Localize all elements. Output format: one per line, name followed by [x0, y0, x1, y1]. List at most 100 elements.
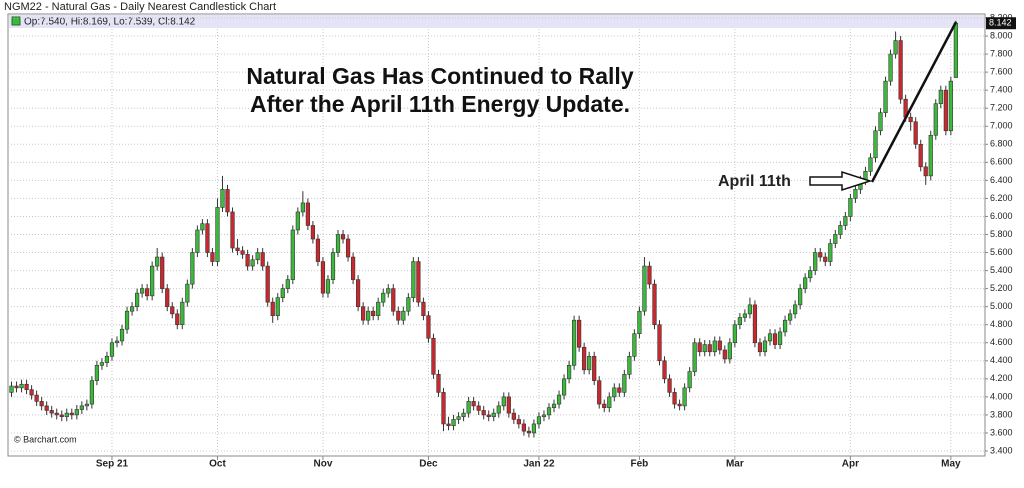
candle-body — [230, 211, 235, 249]
candle-body — [416, 261, 421, 303]
candle-body — [69, 412, 74, 416]
candle-body — [270, 301, 275, 316]
candle-body — [160, 256, 165, 289]
y-tick-label: 7.600 — [990, 67, 1013, 77]
x-tick-label: Sep 21 — [96, 459, 129, 470]
candle-body — [330, 252, 336, 280]
y-tick-label: 7.200 — [990, 103, 1013, 113]
legend-text: Op:7.540, Hi:8.169, Lo:7.539, Cl:8.142 — [24, 17, 196, 28]
y-tick-label: 6.200 — [990, 193, 1013, 203]
candle-body — [506, 396, 511, 414]
candle-body — [94, 365, 100, 381]
candle-body — [702, 344, 707, 353]
candle-body — [908, 116, 913, 123]
candle-body — [853, 189, 858, 199]
candle-body — [752, 304, 758, 344]
candle-body — [195, 229, 200, 253]
candle-body — [320, 261, 326, 294]
candle-body — [737, 317, 742, 326]
candle-body — [516, 419, 521, 425]
candle-body — [84, 403, 89, 407]
y-tick-label: 4.400 — [990, 355, 1013, 365]
candle-body — [361, 306, 366, 321]
candle-body — [220, 189, 225, 208]
candle-body — [521, 423, 526, 432]
candle-body — [165, 288, 170, 307]
candle-body — [491, 412, 496, 418]
candle-body — [421, 301, 426, 316]
candle-body — [833, 234, 838, 244]
candle-body — [245, 254, 250, 267]
candle-body — [280, 288, 285, 298]
candle-body — [451, 419, 456, 427]
candle-body — [109, 342, 115, 357]
candle-body — [19, 383, 24, 389]
candle-body — [953, 22, 958, 78]
candle-body — [345, 238, 351, 258]
candle-body — [883, 80, 888, 114]
candle-body — [190, 252, 195, 285]
candle-body — [813, 252, 818, 271]
candle-body — [34, 394, 39, 402]
candle-body — [747, 304, 753, 315]
candle-body — [486, 414, 491, 418]
candle-body — [145, 288, 150, 297]
candle-body — [923, 166, 928, 177]
candle-body — [657, 324, 662, 362]
y-tick-label: 5.600 — [990, 247, 1013, 257]
arrow — [809, 170, 873, 192]
candle-body — [511, 412, 516, 420]
candle-body — [682, 387, 687, 407]
y-tick-label: 5.400 — [990, 265, 1013, 275]
candle-body — [652, 283, 657, 326]
candle-body — [848, 198, 853, 217]
y-tick-label: 3.800 — [990, 409, 1013, 419]
watermark: © Barchart.com — [14, 434, 77, 444]
candle-body — [44, 405, 49, 411]
candle-body — [637, 310, 642, 335]
candle-body — [692, 342, 697, 372]
candle-body — [622, 374, 627, 393]
candle-body — [933, 103, 938, 136]
candle-body — [712, 340, 717, 353]
candle-body — [572, 319, 577, 366]
candle-body — [155, 256, 160, 267]
candle-body — [325, 279, 331, 294]
candle-body — [215, 207, 220, 262]
annotation: After the April 11th Energy Update. — [250, 91, 630, 117]
chart-title: NGM22 - Natural Gas - Daily Nearest Cand… — [4, 1, 276, 13]
candle-body — [793, 304, 798, 315]
candle-body — [597, 380, 602, 405]
candle-body — [687, 371, 692, 389]
candle-body — [717, 340, 722, 351]
candle-body — [928, 134, 933, 177]
candle-body — [587, 355, 592, 371]
candle-body — [501, 396, 506, 407]
candle-body — [290, 229, 295, 280]
candle-body — [913, 121, 918, 145]
candle-body — [285, 279, 290, 289]
candle-body — [823, 256, 828, 262]
candle-body — [762, 340, 768, 353]
candle-body — [340, 234, 346, 240]
candle-body — [350, 256, 356, 280]
last-price-label: 8.142 — [989, 18, 1012, 28]
candle-body — [642, 265, 647, 312]
candle-body — [396, 310, 401, 321]
candle-body — [180, 301, 185, 326]
candle-body — [481, 410, 486, 416]
annotation: Natural Gas Has Continued to Rally — [246, 63, 633, 89]
candle-body — [918, 143, 923, 168]
candle-body — [275, 297, 280, 316]
candle-body — [461, 412, 466, 418]
candle-body — [175, 313, 180, 326]
candle-body — [732, 324, 737, 344]
candle-body — [436, 374, 441, 393]
y-tick-label: 6.600 — [990, 157, 1013, 167]
candle-body — [305, 202, 310, 226]
candle-body — [677, 403, 682, 407]
candle-body — [612, 387, 617, 398]
candle-body — [873, 130, 878, 159]
candle-body — [742, 313, 747, 318]
candle-body — [948, 80, 953, 132]
